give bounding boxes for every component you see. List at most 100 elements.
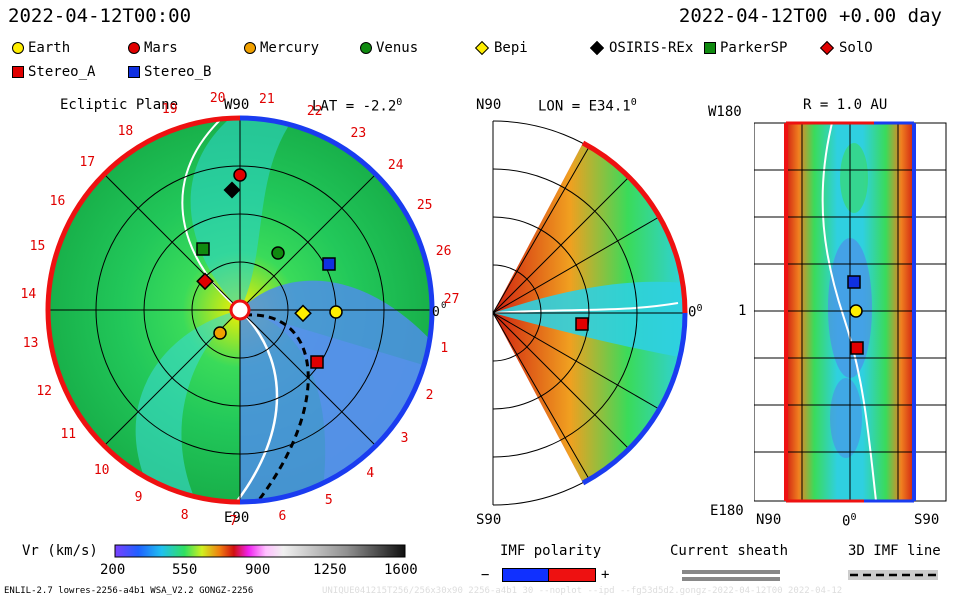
solo-icon <box>819 40 835 56</box>
radial-stereo-a-marker <box>850 341 864 355</box>
footer-left: ENLIL-2.7 lowres-2256-a4b1 WSA_V2.2 GONG… <box>4 586 254 596</box>
earth-icon <box>12 42 24 54</box>
hour-label: 11 <box>60 426 77 442</box>
mars-icon <box>128 42 140 54</box>
current-sheath-line-2 <box>682 577 780 581</box>
radial-bottom-label: E180 <box>710 503 744 519</box>
colorbar-tick-200: 200 <box>100 562 126 578</box>
stereo-b-icon <box>128 66 140 78</box>
current-sheath-label: Current sheath <box>670 543 789 559</box>
parkersp-icon <box>704 42 716 54</box>
hour-label: 10 <box>93 462 110 478</box>
hour-label: 6 <box>278 508 287 524</box>
colorbar-label: Vr (km/s) <box>22 543 98 559</box>
hour-label: 16 <box>49 193 66 209</box>
hour-label: 23 <box>350 126 367 142</box>
legend-venus: Venus <box>360 40 418 56</box>
radial-x-mid: 00 <box>842 512 857 530</box>
imf-line-label: 3D IMF line <box>848 543 941 559</box>
radial-map <box>754 121 947 503</box>
mars-marker <box>233 168 247 182</box>
hour-label: 13 <box>22 336 39 352</box>
legend-stereo-b: Stereo_B <box>128 64 211 80</box>
hour-label: 14 <box>20 287 37 303</box>
hour-label: 2 <box>425 388 434 404</box>
legend-mars: Mars <box>128 40 178 56</box>
colorbar-tick-550: 550 <box>172 562 198 578</box>
venus-marker <box>271 246 285 260</box>
radial-stereo-b-marker <box>847 275 861 289</box>
legend-earth: Earth <box>12 40 70 56</box>
radial-mid-label: 1 <box>738 303 747 319</box>
legend-mercury: Mercury <box>244 40 319 56</box>
ecliptic-plane-map: 0 0 <box>45 115 446 505</box>
ecliptic-title: Ecliptic Plane <box>60 97 179 113</box>
meridional-plane-map <box>492 120 688 506</box>
hour-label: 20 <box>209 91 226 107</box>
hour-label: 8 <box>180 507 189 523</box>
meridional-top-label: N90 <box>476 97 502 113</box>
legend-bepi: Bepi <box>474 40 528 56</box>
stereo-a-icon <box>12 66 24 78</box>
current-sheath-line-1 <box>682 570 780 574</box>
imf-title: IMF polarity <box>500 543 602 559</box>
imf-minus: − <box>481 567 490 583</box>
hour-label: 21 <box>259 91 275 107</box>
ecliptic-right-label: 0 <box>432 305 440 320</box>
radial-x-right: S90 <box>914 512 940 528</box>
meridional-lon: LON = E34.10 <box>538 97 637 115</box>
timestamp-right: 2022-04-12T00 +0.00 day <box>678 5 942 27</box>
hour-label: 4 <box>366 465 375 481</box>
meridional-right-label: 00 <box>688 303 703 321</box>
hour-label: 25 <box>416 198 433 214</box>
mercury-marker <box>213 326 227 340</box>
meridional-bottom-label: S90 <box>476 512 502 528</box>
venus-icon <box>360 42 372 54</box>
velocity-colorbar <box>114 544 406 558</box>
legend-solo: SolO <box>819 40 873 56</box>
hour-label: 18 <box>117 123 134 139</box>
hour-label: 24 <box>387 158 404 174</box>
radial-earth-marker <box>849 304 863 318</box>
hour-label: 1 <box>440 341 449 357</box>
radial-top-label: W180 <box>708 104 742 120</box>
hour-label: 7 <box>229 513 238 529</box>
imf-positive-swatch <box>548 568 596 582</box>
ecliptic-bottom-label: E90 <box>224 510 250 526</box>
stereo-b-marker <box>322 257 336 271</box>
hour-label: 15 <box>29 238 46 254</box>
mercury-icon <box>244 42 256 54</box>
hour-label: 19 <box>161 101 178 117</box>
hour-label: 26 <box>435 243 452 259</box>
colorbar-tick-900: 900 <box>245 562 271 578</box>
colorbar-tick-1600: 1600 <box>384 562 418 578</box>
svg-text:0: 0 <box>441 301 446 311</box>
legend-parkersp: ParkerSP <box>704 40 787 56</box>
radial-title: R = 1.0 AU <box>803 97 888 113</box>
hour-label: 12 <box>36 383 53 399</box>
imf-plus: + <box>601 567 610 583</box>
bepi-icon <box>474 40 490 56</box>
hour-label: 27 <box>443 292 460 308</box>
stereo-a-marker <box>310 355 324 369</box>
earth-marker <box>329 305 343 319</box>
legend-osiris-rex: OSIRIS-REx <box>589 40 693 56</box>
meridional-stereo-a-marker <box>575 317 589 331</box>
parkersp-marker <box>196 242 210 256</box>
hour-label: 5 <box>324 492 333 508</box>
ecliptic-top-label: W90 <box>224 97 250 113</box>
hour-label: 22 <box>306 103 323 119</box>
ecliptic-lat: LAT = -2.20 <box>312 97 403 115</box>
hour-label: 9 <box>134 490 143 506</box>
imf-line-sample <box>848 570 938 580</box>
legend-stereo-a: Stereo_A <box>12 64 95 80</box>
imf-negative-swatch <box>502 568 550 582</box>
hour-label: 3 <box>400 430 409 446</box>
footer-right: UNIQUE041215T256/256x30x90 2256-a4b1 30 … <box>322 586 843 596</box>
osiris-rex-icon <box>589 40 605 56</box>
colorbar-tick-1250: 1250 <box>313 562 347 578</box>
solo-marker <box>196 272 214 291</box>
radial-x-left: N90 <box>756 512 782 528</box>
bepi-marker <box>294 304 312 323</box>
hour-label: 17 <box>79 154 96 170</box>
